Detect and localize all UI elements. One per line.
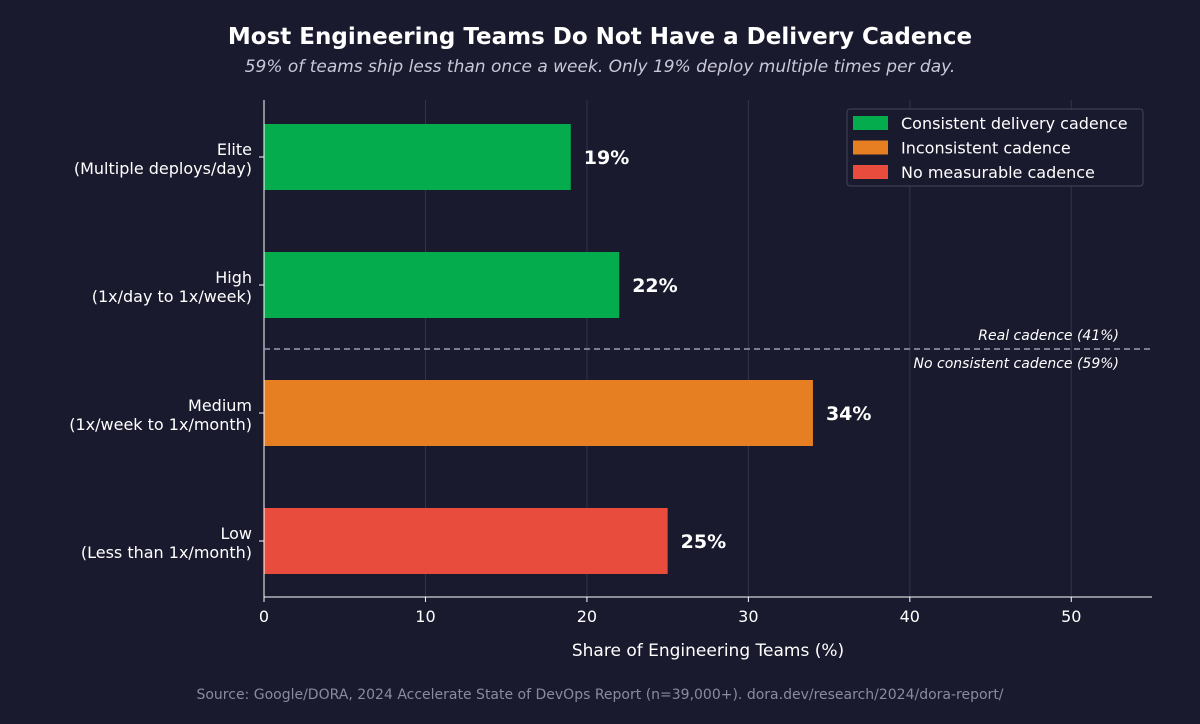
y-tick-label: Medium: [188, 396, 252, 415]
legend-box: [846, 108, 1144, 187]
x-tick-label: 0: [259, 607, 269, 626]
y-tick-sublabel: (1x/week to 1x/month): [69, 415, 252, 434]
x-tick-label: 50: [1061, 607, 1081, 626]
legend-label: Inconsistent cadence: [901, 139, 1071, 158]
x-tick-label: 40: [900, 607, 920, 626]
x-tick-label: 20: [577, 607, 597, 626]
legend-swatch: [853, 140, 888, 155]
bar-high: [264, 252, 620, 318]
chart-subtitle: 59% of teams ship less than once a week.…: [245, 57, 956, 77]
axes: 0 10 20 30 40 50 Elite(Multiple deploys/day) Hi…: [69, 100, 1152, 626]
data-label: 22%: [632, 275, 677, 297]
legend-swatch: [853, 165, 888, 179]
bar-low: [264, 508, 668, 574]
data-label: 34%: [826, 403, 871, 425]
legend-swatch: [853, 116, 888, 130]
y-tick-sublabel: (Less than 1x/month): [81, 543, 252, 562]
legend-label: No measurable cadence: [901, 163, 1095, 182]
y-tick-sublabel: (Multiple deploys/day): [74, 159, 252, 178]
y-tick-label: High: [215, 268, 252, 287]
divider-label-below: No consistent cadence (59%): [914, 356, 1119, 372]
divider-label-above: Real cadence (41%): [978, 328, 1119, 344]
legend-label: Consistent delivery cadence: [901, 114, 1128, 133]
y-tick-label: Elite: [217, 140, 252, 159]
bar-medium: [264, 380, 813, 446]
source-note: Source: Google/DORA, 2024 Accelerate Sta…: [196, 687, 1003, 703]
bars: 19% 22% 34% 25%: [264, 124, 871, 574]
y-tick-sublabel: (1x/day to 1x/week): [92, 287, 252, 306]
legend: Consistent delivery cadence Inconsistent …: [846, 108, 1144, 187]
x-tick-label: 30: [738, 607, 758, 626]
data-label: 25%: [681, 531, 726, 553]
y-tick-label: Low: [220, 524, 252, 543]
bar-elite: [264, 124, 571, 190]
x-axis-label: Share of Engineering Teams (%): [572, 641, 844, 661]
chart-title: Most Engineering Teams Do Not Have a Del…: [228, 24, 972, 50]
x-tick-label: 10: [415, 607, 435, 626]
data-label: 19%: [584, 147, 629, 169]
